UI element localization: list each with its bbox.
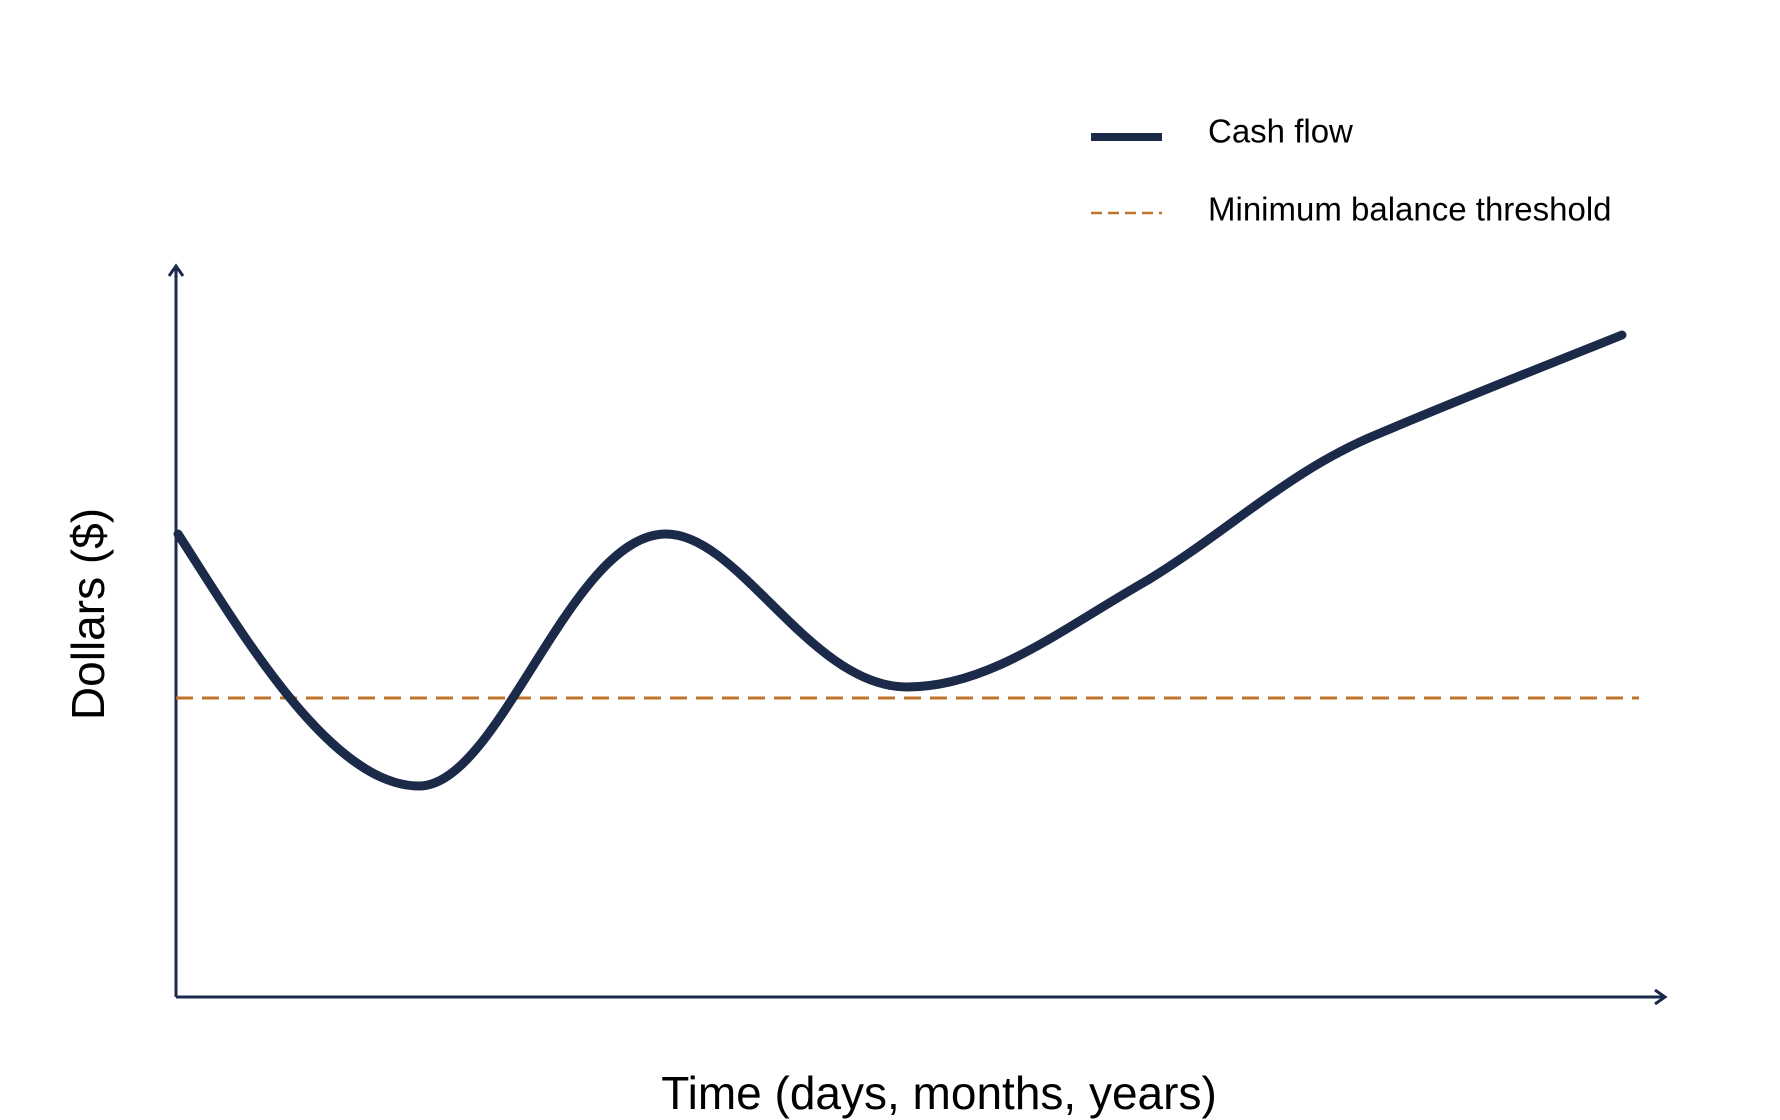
x-axis-arrow — [1654, 988, 1668, 1006]
cash-flow-line — [173, 330, 1627, 791]
legend-label: Cash flow — [1208, 113, 1353, 150]
y-axis-arrow — [167, 263, 185, 277]
x-axis-label: Time (days, months, years) — [661, 1067, 1217, 1119]
legend-label: Minimum balance threshold — [1208, 191, 1612, 228]
axes — [167, 263, 1668, 1006]
y-axis-label: Dollars ($) — [62, 508, 114, 720]
